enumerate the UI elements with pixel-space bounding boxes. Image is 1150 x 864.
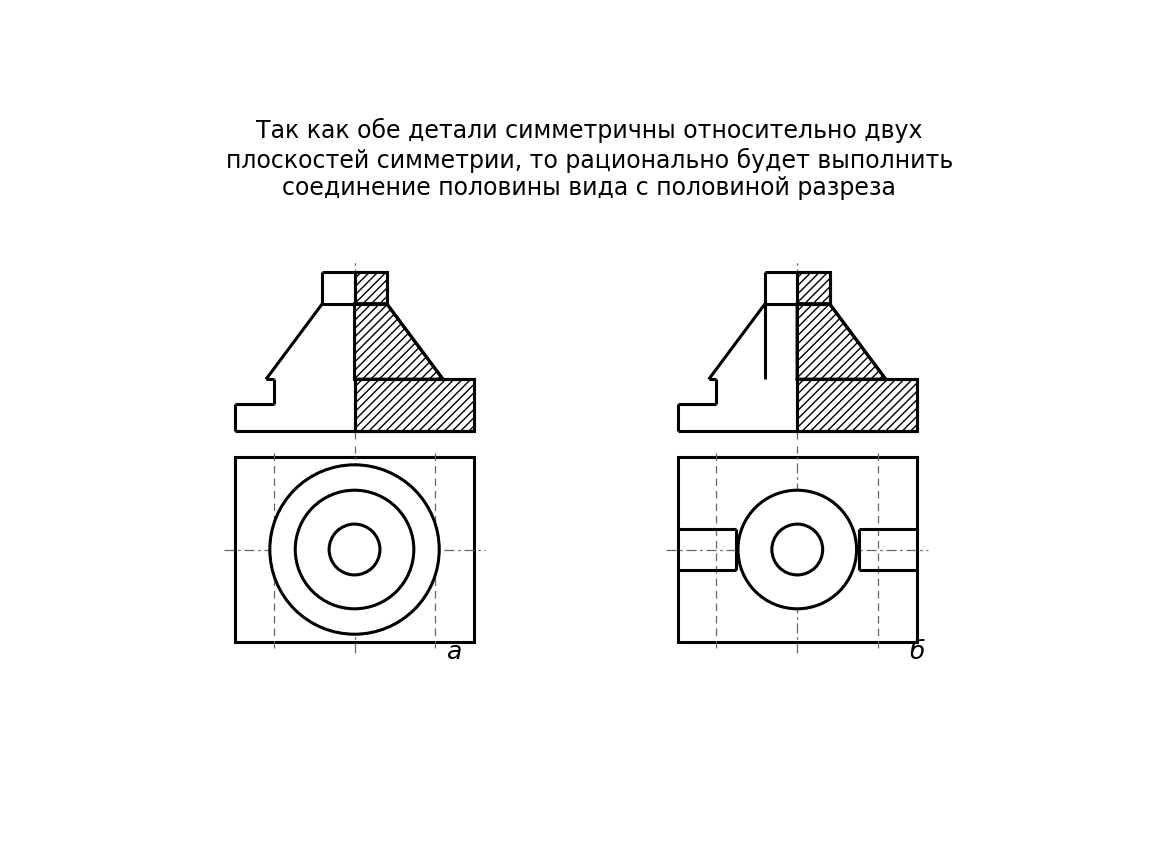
- Polygon shape: [354, 304, 443, 379]
- Polygon shape: [678, 457, 917, 642]
- Polygon shape: [354, 271, 386, 304]
- Circle shape: [329, 524, 380, 575]
- Polygon shape: [354, 379, 474, 431]
- Text: Так как обе детали симметричны относительно двух
плоскостей симметрии, то рацион: Так как обе детали симметричны относител…: [225, 118, 953, 200]
- Polygon shape: [797, 271, 829, 304]
- Polygon shape: [797, 379, 917, 431]
- Circle shape: [270, 465, 439, 634]
- Polygon shape: [797, 304, 886, 379]
- Circle shape: [772, 524, 822, 575]
- Circle shape: [296, 490, 414, 609]
- Circle shape: [738, 490, 857, 609]
- Polygon shape: [236, 457, 474, 642]
- Text: а: а: [447, 640, 462, 664]
- Text: б: б: [908, 640, 925, 664]
